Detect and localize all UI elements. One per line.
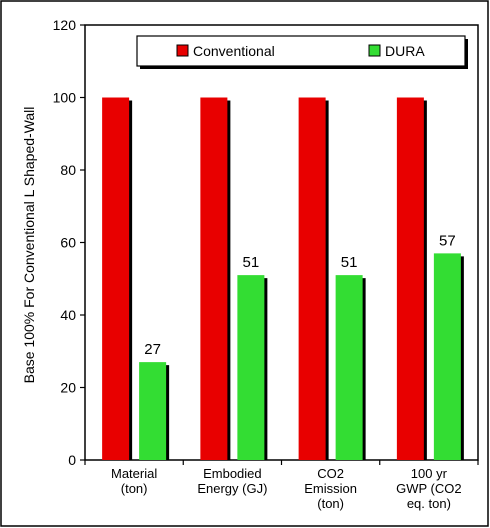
bar-conventional [200,97,228,460]
data-label: 51 [341,254,358,271]
x-tick-label: CO2 Emission (ton) [304,466,357,511]
y-tick-label: 60 [60,235,76,251]
legend-swatch [176,44,189,57]
y-tick-label: 120 [53,17,77,33]
data-label: 27 [144,341,161,358]
bar-dura [237,275,265,460]
bar-dura [335,275,363,460]
legend-label: DURA [385,43,425,59]
bar-conventional [298,97,326,460]
bar-conventional [396,97,424,460]
x-tick-label: Material (ton) [111,466,157,496]
legend-swatch [368,44,381,57]
y-tick-label: 80 [60,162,76,178]
x-tick-label: Embodied Energy (GJ) [197,466,267,496]
bar-conventional [102,97,130,460]
x-tick-label: 100 yr GWP (CO2 eq. ton) [396,466,462,511]
bar-dura [433,253,461,460]
y-tick-label: 20 [60,380,76,396]
data-label: 57 [439,232,456,249]
data-label: 51 [243,254,260,271]
y-tick-label: 100 [53,90,77,106]
y-axis-label: Base 100% For Conventional L Shaped-Wall [21,107,37,384]
legend [136,35,466,67]
y-tick-label: 0 [68,452,76,468]
y-tick-label: 40 [60,307,76,323]
legend-label: Conventional [193,43,275,59]
bar-dura [139,362,167,460]
